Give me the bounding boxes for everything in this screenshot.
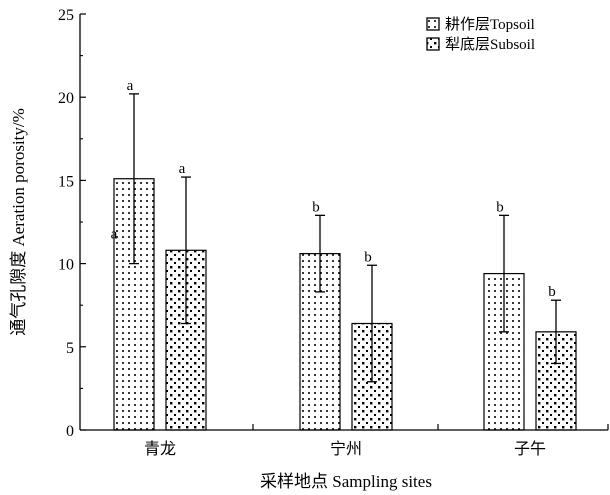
error-bars-layer [129,93,561,383]
significance-label: a [127,78,134,94]
y-tick-label: 5 [66,340,74,357]
significance-label: b [548,284,556,300]
axes: 0 5 10 15 20 25 青龙 宁州 子午 [58,7,609,458]
y-tick-label: 10 [58,257,74,274]
bar-subsoil-0 [165,249,207,431]
legend: 耕作层Topsoil 犁底层Subsoil [426,15,535,53]
x-axis-title: 采样地点 Sampling sites [260,472,432,491]
legend-label-subsoil: 犁底层Subsoil [445,36,535,53]
y-axis-title: 通气孔隙度 Aeration porosity/% [9,108,28,336]
x-tick-label: 子午 [514,440,546,458]
y-tick-label: 25 [58,7,74,24]
y-tick-label: 0 [66,423,74,440]
significance-label: a [179,161,186,177]
significance-label: b [364,249,372,265]
significance-label: b [496,199,504,215]
y-tick-label: 15 [58,173,74,190]
y-tick-label: 20 [58,90,74,107]
x-tick-label: 宁州 [330,440,362,458]
significance-label-extra: a [111,227,118,243]
legend-label-topsoil: 耕作层Topsoil [445,15,535,33]
plot-area: a b b a b b a [111,78,577,431]
bars-layer [113,178,577,431]
significance-labels-layer: a b b a b b a [111,78,556,300]
significance-label: b [312,199,320,215]
legend-swatch-subsoil [426,37,440,51]
legend-swatch-topsoil [426,17,440,31]
x-tick-label: 青龙 [144,440,176,458]
